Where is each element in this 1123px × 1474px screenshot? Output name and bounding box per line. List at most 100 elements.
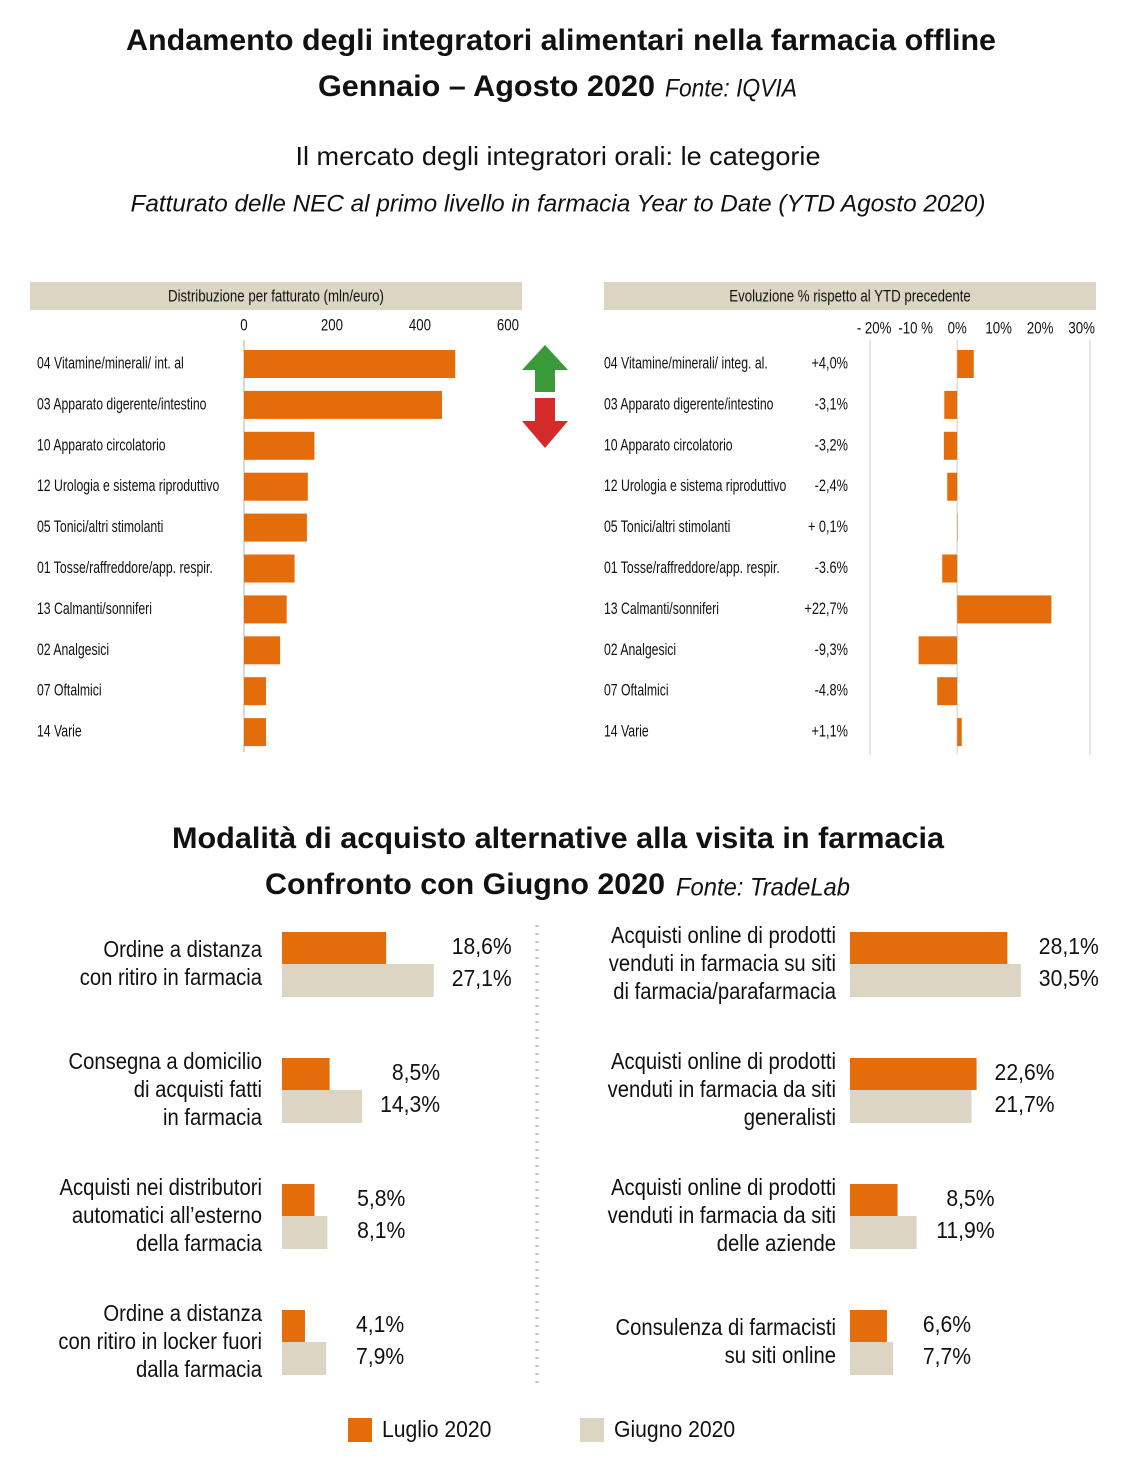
value-label: -3.6% — [815, 558, 848, 577]
panel-title: Evoluzione % rispetto al YTD precedente — [729, 286, 971, 305]
bar — [282, 1342, 327, 1375]
category-label: Ordine a distanza — [103, 1300, 262, 1326]
value-label: -3,2% — [815, 435, 848, 454]
value-label: 8,5% — [946, 1185, 994, 1211]
panel-header — [30, 282, 522, 310]
bar — [282, 932, 387, 964]
category-label: 12 Urologia e sistema riproduttivo — [604, 476, 786, 495]
category-label: 02 Analgesici — [604, 640, 676, 659]
bar — [918, 636, 958, 665]
description: Fatturato delle NEC al primo livello in … — [131, 190, 986, 217]
category-label: Consulenza di farmacisti — [616, 1314, 836, 1340]
value-label: 21,7% — [995, 1091, 1055, 1117]
category-label: delle aziende — [717, 1230, 836, 1256]
value-label: 7,9% — [356, 1343, 404, 1369]
x-tick-label: 200 — [321, 315, 343, 334]
panel-header — [604, 282, 1096, 310]
x-tick-label: 30% — [1068, 318, 1095, 337]
main-title: Gennaio – Agosto 2020 — [318, 70, 655, 103]
value-label: 5,8% — [357, 1185, 405, 1211]
bar — [282, 1058, 330, 1090]
category-label: 05 Tonici/altri stimolanti — [604, 517, 730, 536]
value-label: 8,1% — [357, 1217, 405, 1243]
x-tick-label: 0% — [948, 318, 967, 337]
bar — [957, 718, 962, 747]
value-label: 22,6% — [995, 1059, 1055, 1085]
legend-label: Luglio 2020 — [382, 1416, 491, 1442]
category-label: 13 Calmanti/sonniferi — [604, 599, 719, 618]
category-label: Acquisti online di prodotti — [611, 1174, 836, 1200]
value-label: 28,1% — [1039, 933, 1099, 959]
value-label: +4,0% — [811, 353, 848, 372]
category-label: 14 Varie — [37, 722, 82, 741]
bar — [282, 1090, 363, 1123]
x-tick-label: 0 — [240, 315, 247, 334]
legend-swatch — [580, 1418, 604, 1442]
bar — [244, 513, 307, 542]
bar — [282, 964, 434, 997]
bar — [244, 350, 456, 378]
category-label: di farmacia/parafarmacia — [613, 978, 836, 1004]
category-label: 13 Calmanti/sonniferi — [37, 599, 152, 618]
bar — [957, 595, 1052, 624]
bar — [850, 932, 1008, 964]
bar — [850, 1184, 898, 1216]
bar — [850, 1216, 917, 1249]
value-label: -3,1% — [815, 394, 848, 413]
bar — [850, 1310, 887, 1342]
bar — [244, 431, 315, 460]
bar — [282, 1184, 315, 1216]
category-label: Acquisti online di prodotti — [611, 922, 836, 948]
category-label: 03 Apparato digerente/intestino — [604, 394, 773, 413]
category-label: 03 Apparato digerente/intestino — [37, 394, 206, 413]
category-label: su siti online — [725, 1342, 836, 1368]
category-label: automatici all’esterno — [72, 1202, 262, 1228]
value-label: +22,7% — [804, 599, 848, 618]
down-arrow — [522, 398, 568, 448]
category-label: venduti in farmacia da siti — [608, 1202, 836, 1228]
source: Fonte: IQVIA — [665, 75, 797, 103]
category-label: 02 Analgesici — [37, 640, 109, 659]
value-label: 4,1% — [356, 1311, 404, 1337]
category-label: Acquisti online di prodotti — [611, 1048, 836, 1074]
category-label: in farmacia — [163, 1104, 262, 1130]
category-label: Acquisti nei distributori — [60, 1174, 262, 1200]
category-label: con ritiro in farmacia — [80, 964, 262, 990]
category-label: venduti in farmacia su siti — [609, 950, 836, 976]
bar — [244, 718, 266, 747]
section-title: Confronto con Giugno 2020 — [265, 868, 665, 901]
subtitle: Il mercato degli integratori orali: le c… — [296, 141, 821, 171]
bar — [957, 350, 974, 378]
legend-label: Giugno 2020 — [614, 1416, 735, 1442]
bar — [244, 595, 287, 624]
value-label: -4.8% — [815, 681, 848, 700]
bar — [282, 1310, 305, 1342]
value-label: 30,5% — [1039, 965, 1099, 991]
up-arrow — [522, 345, 568, 392]
category-label: 01 Tosse/raffreddore/app. respir. — [604, 558, 780, 577]
bar — [850, 1090, 972, 1123]
x-tick-label: 600 — [497, 315, 519, 334]
value-label: 6,6% — [923, 1311, 971, 1337]
bar — [944, 390, 958, 419]
bar — [850, 1342, 894, 1375]
x-tick-label: 10% — [985, 318, 1012, 337]
bar — [282, 1216, 328, 1249]
x-tick-label: 20% — [1027, 318, 1054, 337]
category-label: dalla farmacia — [136, 1356, 262, 1382]
bar — [937, 677, 958, 706]
value-label: 11,9% — [936, 1217, 994, 1243]
source: Fonte: TradeLab — [676, 874, 850, 902]
bar — [244, 472, 308, 501]
category-label: 12 Urologia e sistema riproduttivo — [37, 476, 219, 495]
category-label: venduti in farmacia da siti — [608, 1076, 836, 1102]
legend-swatch — [348, 1418, 372, 1442]
x-tick-label: -10 % — [898, 318, 933, 337]
category-label: della farmacia — [136, 1230, 262, 1256]
category-label: 07 Oftalmici — [604, 681, 669, 700]
x-tick-label: - 20% — [857, 318, 892, 337]
category-label: 04 Vitamine/minerali/ int. al — [37, 353, 184, 372]
category-label: 04 Vitamine/minerali/ integ. al. — [604, 353, 768, 372]
value-label: 18,6% — [452, 933, 512, 959]
